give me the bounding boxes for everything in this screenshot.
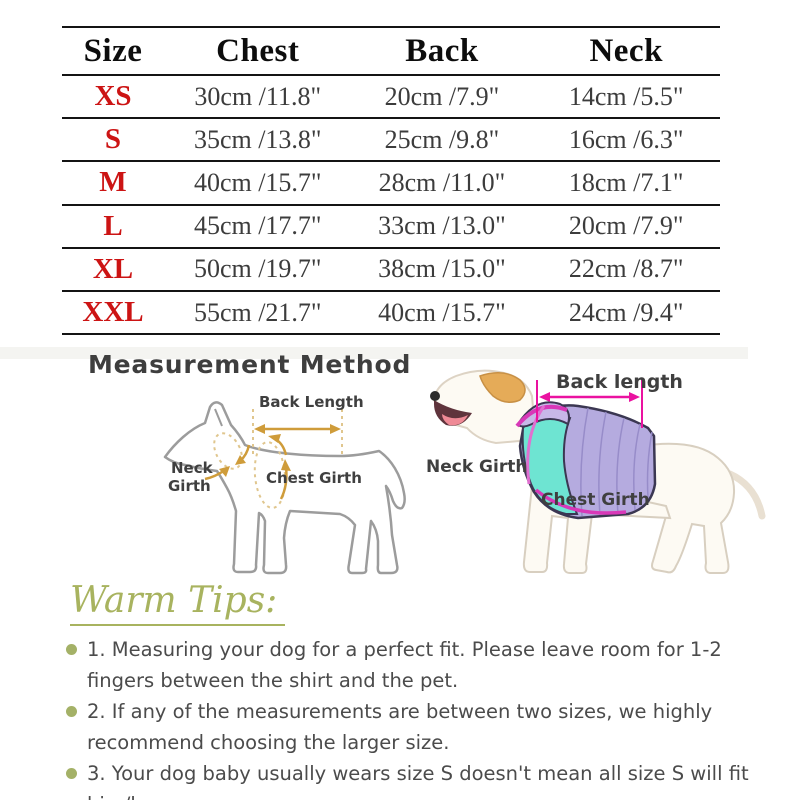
- dog-ear: [479, 372, 526, 403]
- chest-value: 55cm /21.7": [193, 297, 322, 327]
- back-value: 38cm /15.0": [378, 254, 506, 284]
- dog-nose: [430, 391, 440, 401]
- neck-value: 24cm /9.4": [568, 297, 684, 327]
- header-chest: Chest: [216, 32, 300, 69]
- chest-value: 35cm /13.8": [193, 124, 322, 154]
- neck-girth-label-line2: Girth: [168, 477, 211, 495]
- vest-trim-bottom: [534, 488, 627, 515]
- chest-value: 30cm /11.8": [194, 81, 322, 111]
- bullet-icon: [66, 706, 77, 717]
- neck-value: 16cm /6.3": [568, 124, 684, 154]
- neck-value: 22cm /8.7": [568, 254, 684, 284]
- chest-girth-label: Chest Girth: [541, 490, 650, 510]
- list-item: 1. Measuring your dog for a perfect fit.…: [62, 634, 778, 696]
- vest-trim-strap: [526, 405, 546, 485]
- warm-tips-list: 1. Measuring your dog for a perfect fit.…: [62, 634, 778, 800]
- header-back: Back: [405, 32, 479, 69]
- size-label: XXL: [82, 296, 144, 329]
- dog-outline-diagram: Back Length Neck Girth Chest Girth: [163, 393, 406, 575]
- chest-girth-arrowhead-top: [268, 434, 281, 443]
- table-row: XXL 55cm /21.7" 40cm /15.7" 24cm /9.4": [62, 292, 720, 336]
- neck-girth-ellipse: [213, 432, 243, 470]
- dog-tongue: [442, 414, 468, 426]
- size-label: XS: [94, 80, 132, 113]
- bullet-icon: [66, 644, 77, 655]
- table-row: XS 30cm /11.8" 20cm /7.9" 14cm /5.5": [62, 76, 720, 120]
- size-label: XL: [92, 252, 134, 285]
- neck-value: 14cm /5.5": [568, 81, 684, 111]
- size-table: Size Chest Back Neck XS 30cm /11.8" 20cm…: [62, 26, 720, 336]
- dog-tail: [726, 470, 766, 520]
- neck-girth-label-line1: Neck: [171, 459, 214, 477]
- table-row: L 45cm /17.7" 33cm /13.0" 20cm /7.9": [62, 206, 720, 249]
- tip-text: 1. Measuring your dog for a perfect fit.…: [87, 638, 722, 692]
- back-length-label: Back Length: [259, 393, 364, 411]
- size-label: M: [99, 166, 127, 199]
- back-value: 28cm /11.0": [378, 167, 506, 197]
- chest-value: 50cm /19.7": [193, 254, 322, 284]
- table-row: M 40cm /15.7" 28cm /11.0" 18cm /7.1": [62, 162, 720, 206]
- chest-girth-arrowhead-up: [281, 459, 291, 471]
- warm-tips-title: Warm Tips:: [70, 580, 286, 626]
- header-size: Size: [83, 32, 143, 69]
- table-row: S 35cm /13.8" 25cm /9.8" 16cm /6.3": [62, 119, 720, 163]
- chest-value: 45cm /17.7": [193, 211, 322, 241]
- header-neck: Neck: [589, 32, 663, 69]
- dog-vest-diagram: Back length Neck Girth Chest Girth: [426, 369, 766, 574]
- chest-girth-label: Chest Girth: [266, 469, 362, 487]
- neck-girth-arrowhead-2: [235, 455, 246, 465]
- arrowhead-right: [629, 392, 640, 402]
- back-value: 40cm /15.7": [378, 297, 506, 327]
- neck-value: 20cm /7.9": [568, 211, 684, 241]
- size-table-header-row: Size Chest Back Neck: [62, 28, 720, 76]
- back-value: 20cm /7.9": [384, 81, 500, 111]
- chest-value: 40cm /15.7": [193, 167, 322, 197]
- table-row: XL 50cm /19.7" 38cm /15.0" 22cm /8.7": [62, 249, 720, 292]
- arrowhead-left: [539, 392, 550, 402]
- vest-trim-collar: [515, 404, 568, 428]
- list-item: 3. Your dog baby usually wears size S do…: [62, 758, 778, 800]
- size-label: S: [104, 123, 122, 156]
- back-value: 33cm /13.0": [378, 211, 506, 241]
- neck-value: 18cm /7.1": [568, 167, 684, 197]
- back-length-label: Back length: [556, 371, 683, 393]
- arrowhead-left: [254, 424, 265, 434]
- tip-text: 3. Your dog baby usually wears size S do…: [87, 762, 749, 800]
- dog-rear-body: [638, 442, 736, 574]
- dog-ear-inner-line: [214, 408, 223, 427]
- vest-quilt-lines: [580, 407, 653, 517]
- tip-text: 2. If any of the measurements are betwee…: [87, 700, 713, 754]
- back-value: 25cm /9.8": [384, 124, 500, 154]
- list-item: 2. If any of the measurements are betwee…: [62, 696, 778, 758]
- photo-background-band: [0, 347, 748, 359]
- neck-girth-label: Neck Girth: [426, 457, 527, 477]
- measurement-method-title: Measurement Method: [88, 350, 412, 379]
- arrowhead-right: [330, 424, 341, 434]
- size-label: L: [103, 209, 123, 242]
- bullet-icon: [66, 768, 77, 779]
- neck-girth-arrowhead-1: [219, 466, 230, 477]
- chest-girth-ellipse: [253, 441, 287, 509]
